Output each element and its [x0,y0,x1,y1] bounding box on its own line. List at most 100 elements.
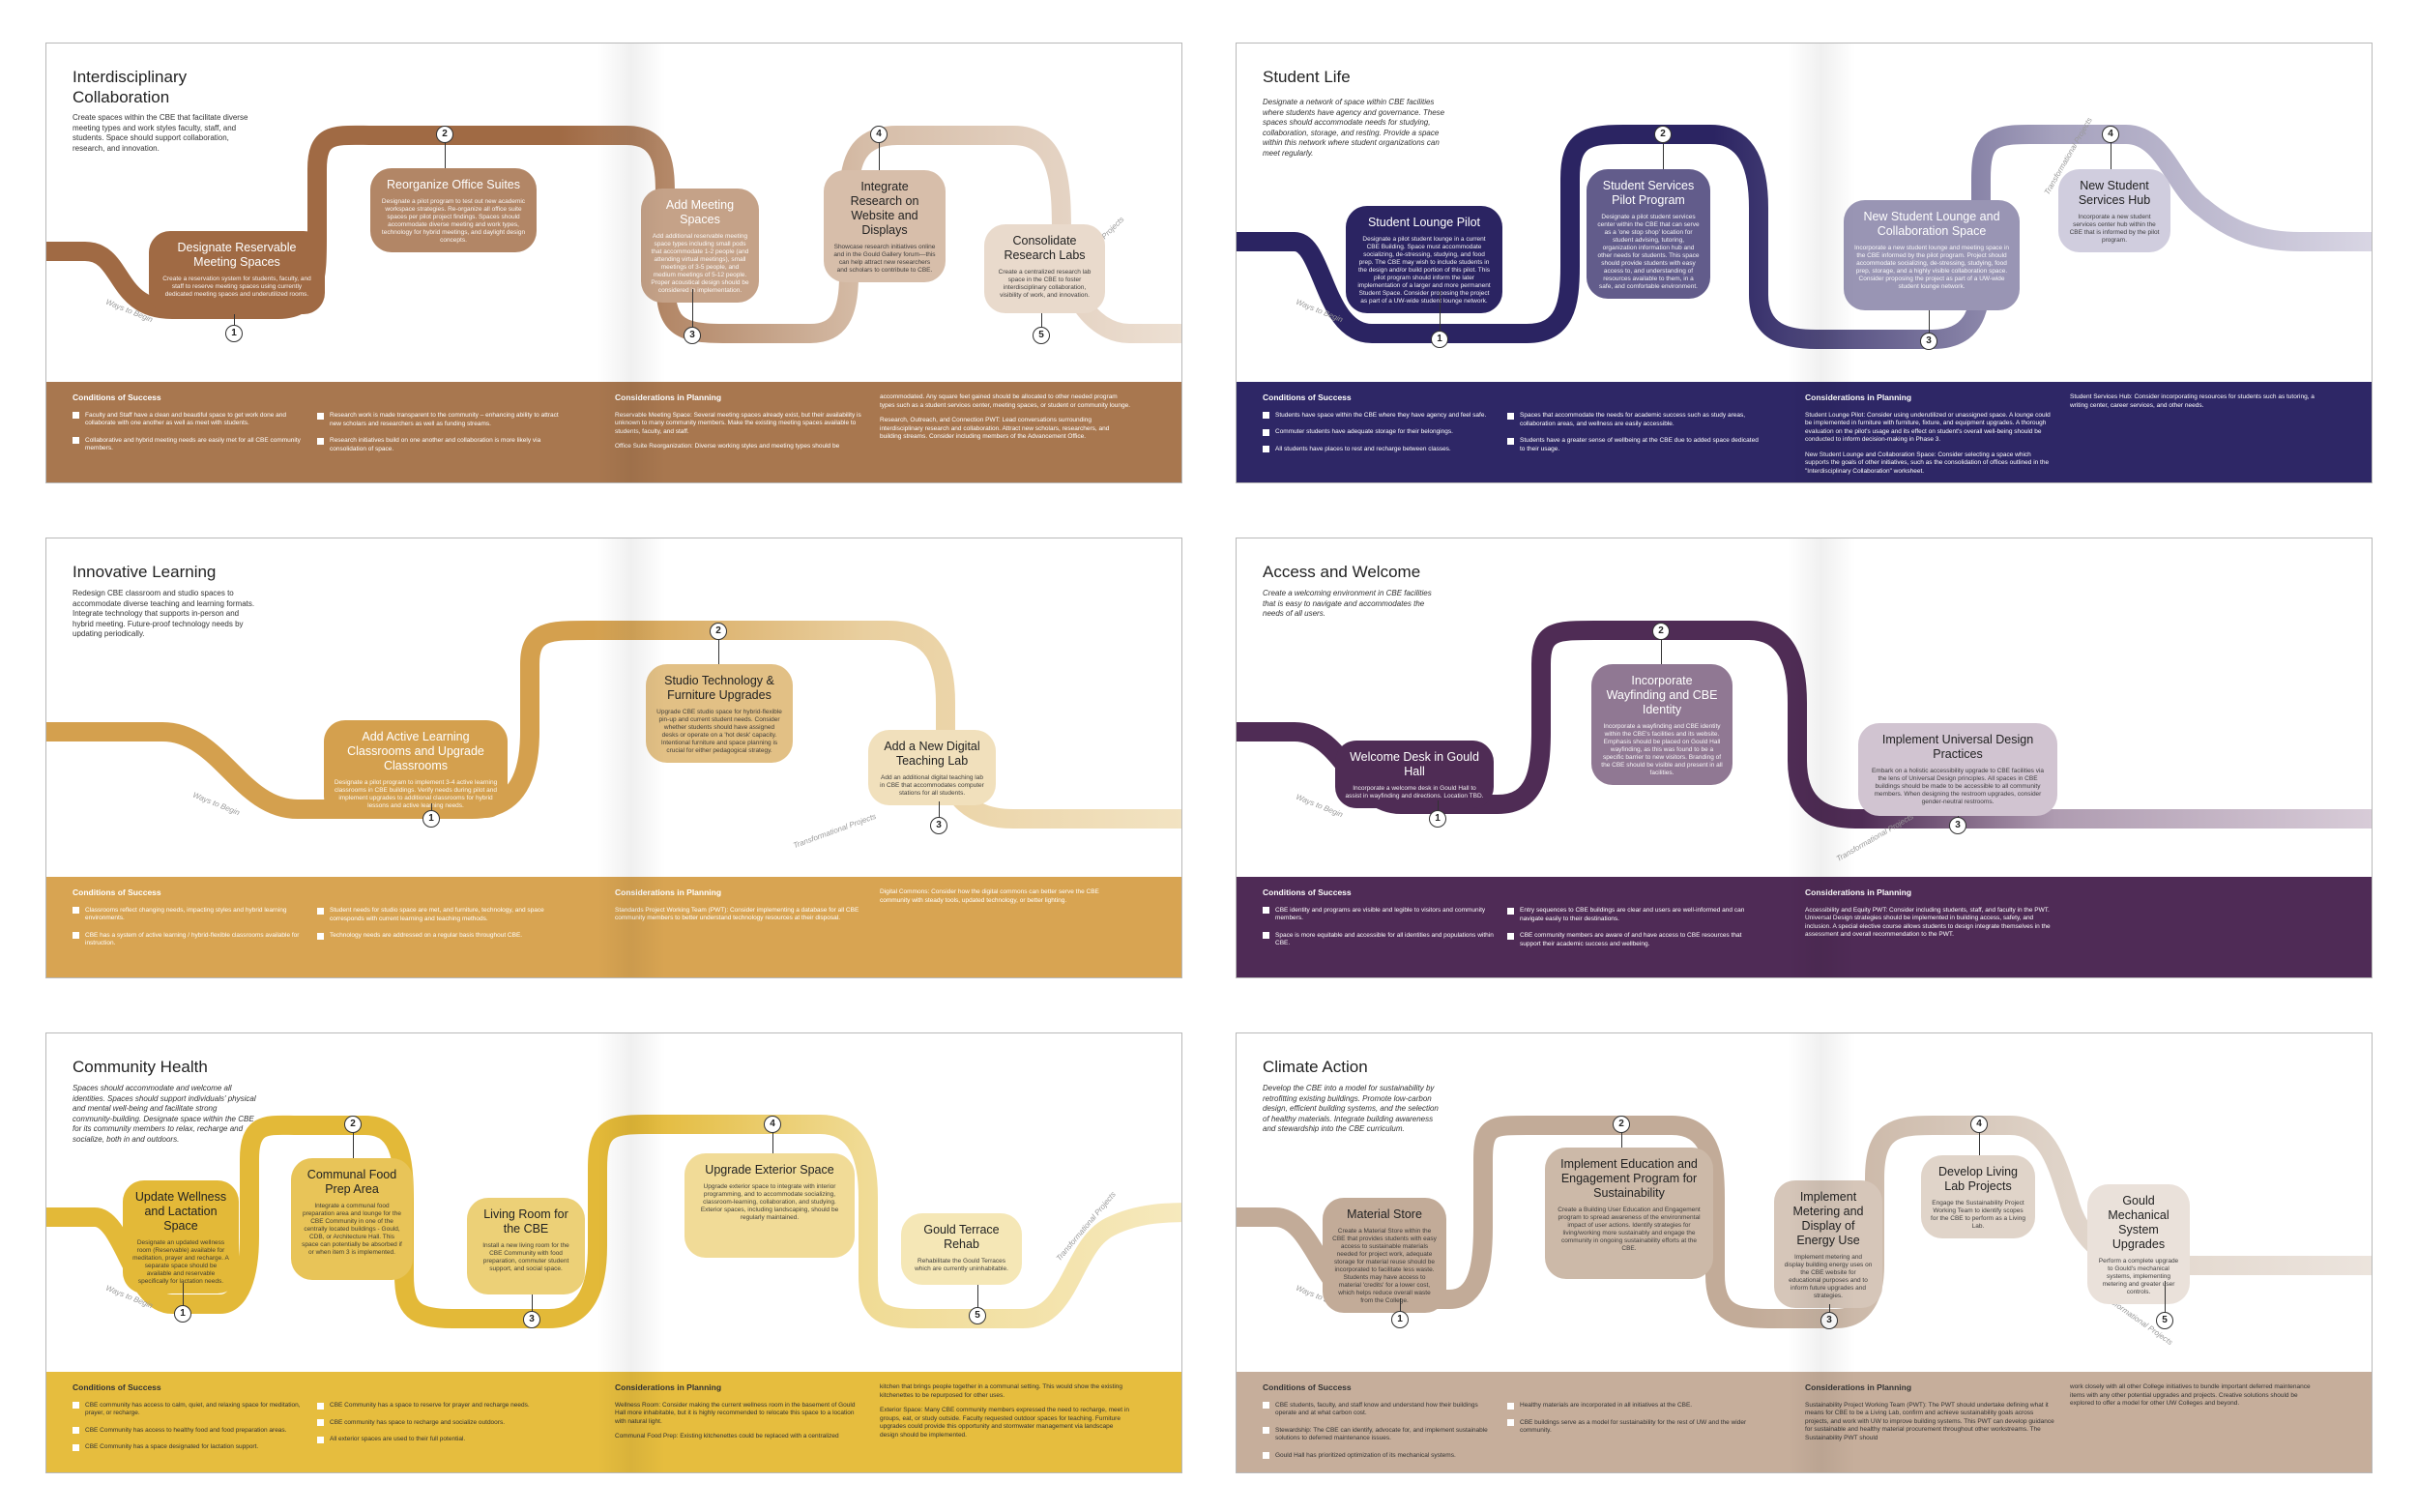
step-number-badge: 5 [1033,327,1050,344]
step-connector [1660,631,1662,664]
conditions-column: Conditions of Success CBE students, facul… [1263,1383,1495,1468]
planning-note: kitchen that brings people together in a… [880,1383,1122,1399]
condition-text: CBE community has access to calm, quiet,… [85,1401,301,1417]
step-title: Student Services Pilot Program [1602,179,1695,207]
conditions-title: Conditions of Success [73,393,161,402]
planning-column: Considerations in Planning Wellness Room:… [615,1383,866,1448]
roadmap-step-card: Gould Mechanical System Upgrades Perform … [2087,1184,2190,1304]
step-connector [1978,1124,1980,1155]
conditions-band: Conditions of Success CBE community has a… [46,1372,1181,1472]
section-title: Climate Action [1263,1058,1368,1076]
condition-item: CBE Community has a space to reserve for… [317,1402,568,1410]
condition-item: Research work is made transparent to the… [317,412,568,428]
step-connector [1040,313,1042,335]
step-title: Gould Mechanical System Upgrades [2108,1194,2169,1251]
step-title: Implement Universal Design Practices [1881,733,2034,761]
planning-note: New Student Lounge and Collaboration Spa… [1805,451,2050,475]
roadmap-step-card: Studio Technology & Furniture Upgrades Up… [646,664,793,763]
step-title: Implement Metering and Display of Energy… [1792,1190,1864,1247]
step-title: Student Lounge Pilot [1367,216,1481,229]
condition-text: Students have a greater sense of wellbei… [1520,437,1759,452]
step-connector [878,134,880,170]
conditions-column: Conditions of Success CBE identity and pr… [1263,888,1495,957]
conditions-title: Conditions of Success [1263,1382,1352,1392]
step-title: Welcome Desk in Gould Hall [1350,750,1479,778]
checkbox-icon [1507,1419,1514,1426]
conditions-column-2: CBE Community has a space to reserve for… [317,1402,568,1453]
planning-title: Considerations in Planning [1805,1382,1912,1392]
checkbox-icon [1507,907,1514,915]
roadmap-step-card: Communal Food Prep Area Integrate a commu… [291,1158,413,1280]
condition-text: All students have places to rest and rec… [1275,445,1451,452]
planning-column: Considerations in Planning Student Lounge… [1805,393,2056,482]
checkbox-icon [317,932,324,940]
step-title: Add a New Digital Teaching Lab [884,740,980,768]
step-connector [717,631,719,664]
planning-title: Considerations in Planning [615,393,722,402]
section-title: Innovative Learning [73,563,217,581]
step-title: Communal Food Prep Area [306,1168,397,1196]
step-description: Integrate a communal food preparation ar… [302,1203,402,1256]
condition-item: CBE students, faculty, and staff know an… [1263,1402,1495,1418]
step-description: Create a Building User Education and Eng… [1558,1207,1701,1252]
step-connector [1928,310,1930,341]
condition-text: Spaces that accommodate the needs for ac… [1520,412,1746,427]
condition-item: CBE Community has a space designated for… [73,1443,305,1452]
roadmap-step-card: Implement Education and Engagement Progr… [1545,1148,1713,1279]
planning-column: Considerations in Planning Accessibility … [1805,888,2056,946]
step-number-badge: 3 [684,327,701,344]
condition-item: All exterior spaces are used to their fu… [317,1436,568,1444]
step-description: Install a new living room for the CBE Co… [482,1242,569,1272]
step-number-badge: 3 [930,817,947,834]
checkbox-icon [317,1419,324,1426]
roadmap-step-card: Add a New Digital Teaching Lab Add an add… [868,730,996,805]
step-description: Add additional reservable meeting space … [651,233,749,294]
checkbox-icon [73,437,79,444]
section-title: Student Life [1263,68,1351,86]
condition-item: Research initiatives build on one anothe… [317,437,568,453]
planning-note: accommodated. Any square feet gained sho… [880,393,1131,409]
section-intro: Redesign CBE classroom and studio spaces… [73,589,255,638]
section-title: Community Health [73,1058,208,1076]
checkbox-icon [73,907,79,914]
checkbox-icon [1507,412,1514,420]
checkbox-icon [1263,428,1269,436]
planning-note: Wellness Room: Consider making the curre… [615,1401,856,1425]
condition-item: CBE buildings serve as a model for susta… [1507,1419,1759,1436]
conditions-title: Conditions of Success [1263,887,1352,897]
condition-item: Gould Hall has prioritized optimization … [1263,1452,1495,1461]
planning-note: Digital Commons: Consider how the digita… [880,888,1099,904]
roadmap-step-card: Implement Metering and Display of Energy… [1774,1180,1882,1308]
planning-note: Communal Food Prep: Existing kitchenette… [615,1433,839,1439]
checkbox-icon [1263,446,1269,452]
step-description: Rehabilitate the Gould Terraces which ar… [915,1258,1008,1272]
roadmap-step-card: Student Lounge Pilot Designate a pilot st… [1346,206,1502,313]
condition-text: CBE has a system of active learning / hy… [85,931,300,947]
section-title: Access and Welcome [1263,563,1421,581]
step-number-badge: 1 [1431,331,1448,348]
step-description: Incorporate a wayfinding and CBE identit… [1601,723,1723,776]
roadmap-road [46,621,1181,829]
planning-note: Research, Outreach, and Connection PWT: … [880,417,1110,440]
section-intro: Spaces should accommodate and welcome al… [73,1084,256,1144]
step-connector [772,1124,773,1153]
step-number-badge: 5 [969,1307,986,1324]
condition-item: Spaces that accommodate the needs for ac… [1507,412,1759,428]
step-number-badge: 3 [1920,333,1937,350]
step-number-badge: 1 [422,810,440,828]
step-connector [444,134,446,168]
checkbox-icon [1263,907,1269,914]
roadmap-step-card: Student Services Pilot Program Designate … [1587,169,1710,299]
condition-item: Stewardship: The CBE can identify, advoc… [1263,1427,1495,1443]
step-title: Integrate Research on Website and Displa… [850,180,919,237]
step-title: Studio Technology & Furniture Upgrades [664,674,774,702]
checkbox-icon [1263,932,1269,939]
planning-note: work closely with all other College init… [2070,1383,2311,1407]
roadmap-path [1237,125,2372,349]
planning-title: Considerations in Planning [615,1382,722,1392]
planning-column-2: kitchen that brings people together in a… [880,1383,1131,1446]
step-connector [182,1283,184,1314]
spread-student-life: Student Life Designate a network of space… [1236,43,2373,483]
roadmap-step-card: Incorporate Wayfinding and CBE Identity I… [1591,664,1733,785]
condition-item: Faculty and Staff have a clean and beaut… [73,412,305,428]
